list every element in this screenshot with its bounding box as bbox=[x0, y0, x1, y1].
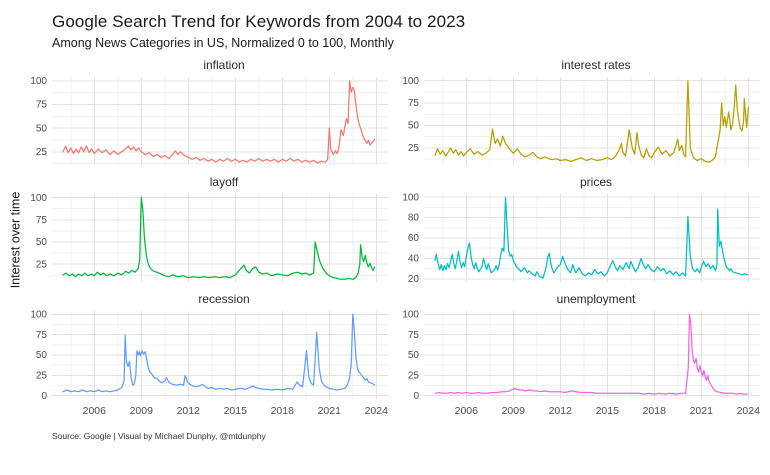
panel-prices: prices 20 40 60 80 100 bbox=[396, 175, 768, 287]
svg-text:20: 20 bbox=[408, 274, 420, 285]
y-tick-labels: 0 25 50 75 100 bbox=[30, 309, 47, 401]
y-tick-labels: 25 50 75 100 bbox=[30, 193, 47, 271]
trend-line-unemployment bbox=[434, 313, 749, 395]
gridlines-major bbox=[424, 311, 760, 399]
svg-text:50: 50 bbox=[408, 121, 420, 132]
chart-header: Google Search Trend for Keywords from 20… bbox=[52, 12, 766, 50]
svg-text:50: 50 bbox=[36, 123, 48, 134]
svg-text:100: 100 bbox=[30, 76, 47, 87]
gridlines-minor bbox=[52, 77, 388, 165]
trend-line-interest-rates bbox=[434, 79, 749, 163]
y-axis-title: Interest over time bbox=[6, 58, 24, 421]
chart-title: Google Search Trend for Keywords from 20… bbox=[52, 12, 466, 31]
svg-text:2024: 2024 bbox=[365, 405, 389, 417]
svg-text:25: 25 bbox=[408, 371, 420, 382]
panel-unemployment: unemployment 0 25 50 75 100 2006 2009 2012 2015 2… bbox=[396, 292, 768, 421]
chart-body: Interest over time inflation 25 50 75 100 i… bbox=[6, 58, 766, 421]
svg-text:2018: 2018 bbox=[643, 405, 667, 417]
panel-title-inflation: inflation bbox=[203, 58, 245, 72]
panel-recession: recession 0 25 50 75 100 2006 2009 2012 2015 2018… bbox=[24, 292, 396, 421]
svg-text:100: 100 bbox=[402, 309, 419, 320]
svg-text:2009: 2009 bbox=[130, 405, 154, 417]
svg-text:100: 100 bbox=[402, 76, 419, 87]
gridlines-major bbox=[424, 77, 760, 165]
panel-title-interest-rates: interest rates bbox=[561, 58, 631, 72]
panel-interest-rates: interest rates 25 50 75 100 bbox=[396, 58, 768, 170]
svg-text:2012: 2012 bbox=[549, 405, 573, 417]
svg-text:75: 75 bbox=[36, 100, 48, 111]
svg-text:80: 80 bbox=[408, 213, 420, 224]
svg-text:2015: 2015 bbox=[224, 405, 248, 417]
line-chart-interest-rates: 25 50 75 100 bbox=[402, 76, 760, 165]
source-caption: Source: Google | Visual by Michael Dunph… bbox=[52, 431, 266, 441]
svg-text:25: 25 bbox=[36, 147, 48, 158]
trend-line-layoff bbox=[62, 196, 376, 280]
svg-text:75: 75 bbox=[36, 330, 48, 341]
svg-text:2006: 2006 bbox=[455, 405, 479, 417]
line-chart-layoff: 25 50 75 100 bbox=[30, 193, 388, 282]
y-axis-title-text: Interest over time bbox=[8, 191, 23, 288]
svg-text:60: 60 bbox=[408, 233, 420, 244]
svg-text:100: 100 bbox=[30, 309, 47, 320]
svg-text:25: 25 bbox=[408, 143, 420, 154]
svg-text:0: 0 bbox=[41, 391, 47, 402]
facet-grid: inflation 25 50 75 100 interest rates 25 50 7… bbox=[24, 58, 768, 421]
svg-text:2021: 2021 bbox=[690, 405, 714, 417]
line-chart-prices: 20 40 60 80 100 bbox=[402, 192, 760, 285]
panel-inflation: inflation 25 50 75 100 bbox=[24, 58, 396, 170]
svg-text:50: 50 bbox=[408, 350, 420, 361]
x-tick-labels: 2006 2009 2012 2015 2018 2021 2024 bbox=[455, 405, 760, 417]
svg-text:25: 25 bbox=[36, 259, 48, 270]
x-tick-labels: 2006 2009 2012 2015 2018 2021 2024 bbox=[83, 405, 388, 417]
svg-text:2006: 2006 bbox=[83, 405, 107, 417]
svg-text:75: 75 bbox=[408, 330, 420, 341]
line-chart-inflation: 25 50 75 100 bbox=[30, 76, 388, 165]
svg-text:100: 100 bbox=[402, 192, 419, 203]
svg-text:0: 0 bbox=[413, 391, 419, 402]
line-chart-recession: 0 25 50 75 100 2006 2009 2012 2015 2018 2021 2024 bbox=[30, 309, 388, 417]
gridlines-major bbox=[52, 311, 388, 399]
svg-text:2015: 2015 bbox=[596, 405, 620, 417]
svg-text:2021: 2021 bbox=[318, 405, 342, 417]
svg-text:50: 50 bbox=[36, 237, 48, 248]
panel-title-unemployment: unemployment bbox=[556, 292, 636, 306]
svg-text:2018: 2018 bbox=[271, 405, 295, 417]
svg-text:2012: 2012 bbox=[177, 405, 201, 417]
panel-title-layoff: layoff bbox=[209, 175, 239, 189]
svg-text:2009: 2009 bbox=[502, 405, 526, 417]
chart-subtitle: Among News Categories in US, Normalized … bbox=[52, 36, 394, 50]
svg-text:75: 75 bbox=[36, 215, 48, 226]
panel-title-prices: prices bbox=[579, 175, 612, 189]
gridlines-major bbox=[52, 194, 388, 282]
svg-text:40: 40 bbox=[408, 254, 420, 265]
svg-text:75: 75 bbox=[408, 98, 420, 109]
panel-title-recession: recession bbox=[198, 292, 250, 306]
y-tick-labels: 25 50 75 100 bbox=[30, 76, 47, 158]
y-tick-labels: 25 50 75 100 bbox=[402, 76, 419, 154]
line-chart-unemployment: 0 25 50 75 100 2006 2009 2012 2015 2018 2021 2024 bbox=[402, 309, 760, 417]
svg-text:25: 25 bbox=[36, 371, 48, 382]
trend-line-inflation bbox=[62, 80, 376, 164]
gridlines-minor bbox=[424, 77, 760, 165]
panel-layoff: layoff 25 50 75 100 bbox=[24, 175, 396, 287]
gridlines-minor bbox=[52, 194, 388, 282]
y-tick-labels: 0 25 50 75 100 bbox=[402, 309, 419, 401]
trend-line-recession bbox=[62, 313, 376, 393]
svg-text:2024: 2024 bbox=[737, 405, 761, 417]
svg-text:50: 50 bbox=[36, 350, 48, 361]
svg-text:100: 100 bbox=[30, 193, 47, 204]
trend-line-prices bbox=[434, 196, 749, 279]
y-tick-labels: 20 40 60 80 100 bbox=[402, 192, 419, 285]
